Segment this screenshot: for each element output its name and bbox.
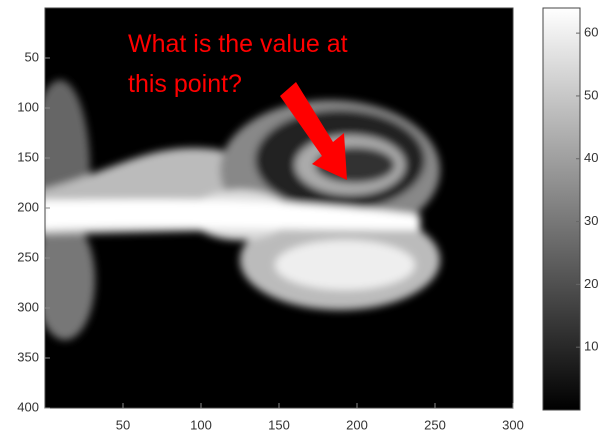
- annotation-line: What is the value at: [128, 30, 348, 58]
- y-tick-label: 400: [17, 399, 39, 414]
- y-tick-label: 50: [25, 49, 39, 64]
- y-tick-label: 350: [17, 349, 39, 364]
- annotation-line: this point?: [128, 70, 242, 98]
- x-tick-label: 300: [502, 417, 524, 432]
- y-tick-label: 250: [17, 249, 39, 264]
- x-tick-label: 150: [268, 417, 290, 432]
- chart: What is the value at this point? 50 100 15…: [0, 0, 608, 442]
- y-tick-label: 300: [17, 299, 39, 314]
- y-tick-label: 150: [17, 149, 39, 164]
- x-tick-label: 50: [116, 417, 130, 432]
- colorbar: [543, 8, 580, 410]
- colorbar-tick-label: 40: [584, 150, 598, 165]
- y-tick-label: 200: [17, 199, 39, 214]
- y-tick-label: 100: [17, 99, 39, 114]
- x-tick-label: 200: [346, 417, 368, 432]
- colorbar-tick-label: 30: [584, 213, 598, 228]
- colorbar-tick-label: 10: [584, 339, 598, 354]
- colorbar-tick-label: 20: [584, 276, 598, 291]
- x-tick-label: 100: [190, 417, 212, 432]
- x-tick-label: 250: [424, 417, 446, 432]
- colorbar-tick-label: 60: [584, 25, 598, 40]
- colorbar-tick-label: 50: [584, 87, 598, 102]
